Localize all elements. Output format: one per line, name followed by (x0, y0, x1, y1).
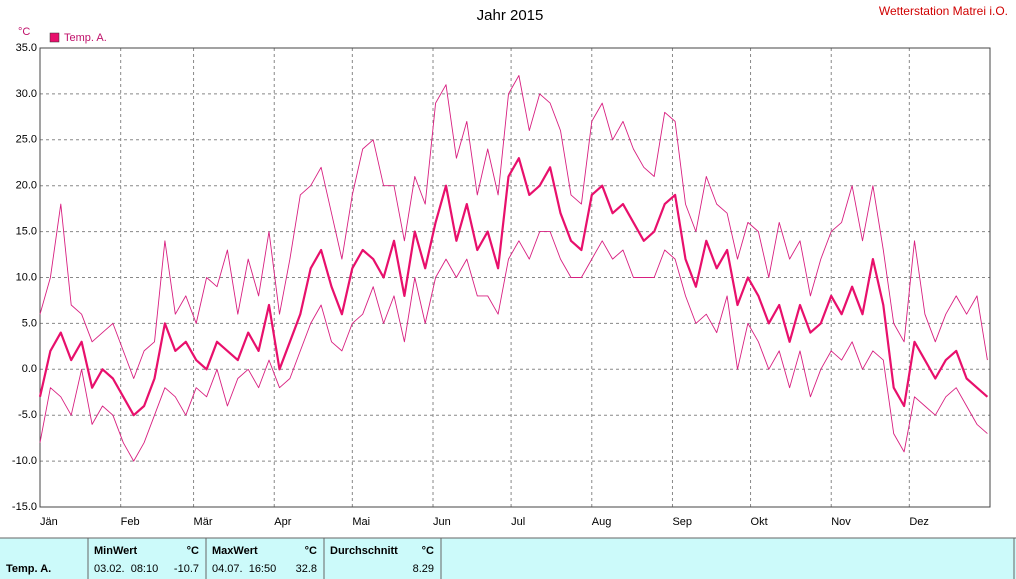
y-tick-label: 15.0 (16, 226, 37, 238)
x-tick-label: Sep (672, 516, 692, 528)
x-tick-label: Mär (194, 516, 213, 528)
plot: -15.0 -10.0 -5.0 0.0 5.0 10.0 15.0 20.0 25.0 30.0… (12, 42, 991, 528)
legend-swatch (49, 32, 60, 43)
table-value: 8.29 (413, 563, 434, 575)
table-value: -10.7 (174, 563, 199, 575)
y-tick-label: 10.0 (16, 271, 37, 283)
table-value: 32.8 (296, 563, 317, 575)
y-tick-label: 20.0 (16, 180, 37, 192)
plot-frame (39, 47, 991, 508)
x-tick-label: Dez (909, 516, 929, 528)
table-row-label: Temp. A. (6, 563, 51, 575)
table-unit: °C (187, 545, 199, 557)
table-header: MinWert (94, 545, 138, 557)
y-tick-label: 0.0 (22, 363, 37, 375)
y-tick-label: 25.0 (16, 134, 37, 146)
x-tick-label: Okt (751, 516, 768, 528)
station-name: Wetterstation Matrei i.O. (879, 4, 1008, 18)
temperature-line (39, 231, 988, 462)
x-tick-label: Jun (433, 516, 451, 528)
x-tick-label: Nov (831, 516, 851, 528)
table-unit: °C (422, 545, 434, 557)
chart-title: Jahr 2015 (477, 7, 544, 24)
temperature-line (38, 157, 989, 417)
stats-table (0, 538, 1016, 579)
y-tick-label: -15.0 (12, 501, 37, 513)
y-unit: °C (18, 26, 30, 38)
x-tick-label: Aug (592, 516, 612, 528)
y-tick-label: 35.0 (16, 42, 37, 54)
y-tick-label: 30.0 (16, 88, 37, 100)
y-tick-label: -10.0 (12, 455, 37, 467)
legend-label: Temp. A. (64, 32, 107, 44)
table-time: 03.02. 08:10 (94, 563, 158, 575)
x-tick-label: Jän (40, 516, 58, 528)
table-time: 04.07. 16:50 (212, 563, 276, 575)
table-header: MaxWert (212, 545, 258, 557)
x-tick-label: Jul (511, 516, 525, 528)
table-header: Durchschnitt (330, 545, 398, 557)
temperature-line (39, 75, 988, 379)
x-tick-label: Feb (121, 516, 140, 528)
y-tick-label: 5.0 (22, 317, 37, 329)
table-unit: °C (305, 545, 317, 557)
y-tick-label: -5.0 (18, 409, 37, 421)
x-tick-label: Apr (274, 516, 291, 528)
x-tick-label: Mai (352, 516, 370, 528)
